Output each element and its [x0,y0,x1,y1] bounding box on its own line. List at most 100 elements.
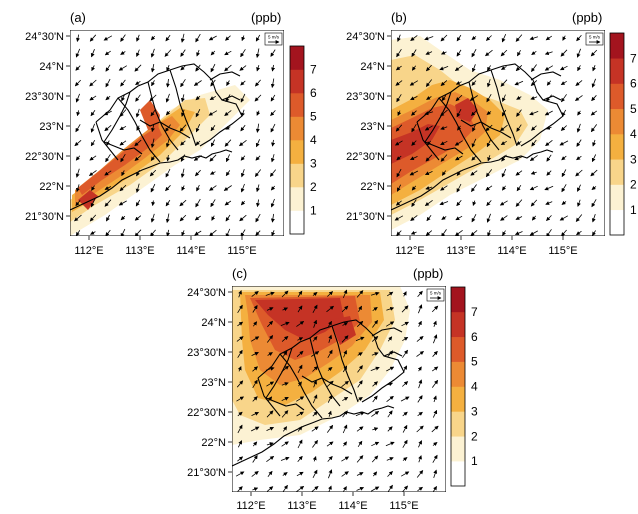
wind-vector [313,380,317,388]
wind-vector [397,34,401,42]
wind-vector [342,424,348,434]
wind-vector [237,304,243,314]
wind-vector [267,352,273,356]
reference-vector-label: 5 m/s [430,291,442,296]
wind-vector [402,439,408,448]
wind-vector [371,352,379,356]
wind-vector [74,79,81,87]
wind-vector [591,95,597,102]
wind-vector [224,64,232,72]
wind-vector [545,35,553,41]
wind-vector [226,80,231,87]
map-area [391,30,605,236]
colorbar-label: 3 [310,157,317,171]
wind-vectors [74,33,277,236]
wind-vector [441,229,447,236]
wind-vector [150,183,156,193]
wind-vector [371,411,380,417]
wind-vector [118,65,128,71]
wind-vector [296,396,305,402]
wind-vector [195,33,201,43]
wind-vector [180,33,185,43]
wind-vector [500,140,507,146]
wind-vector [471,80,477,86]
wind-vector [529,155,538,161]
lat-tick-label: 24°N [201,317,226,329]
wind-vector [225,125,231,130]
wind-vector [501,168,507,178]
wind-vector [561,229,567,236]
wind-vector [546,215,552,222]
wind-vector [486,213,491,223]
wind-vector [355,336,365,342]
wind-vector [577,184,581,192]
wind-vector [210,63,216,73]
wind-vector [135,183,140,193]
wind-vector [179,199,187,207]
wind-vector [237,456,244,462]
wind-vector [402,381,409,387]
wind-vector [151,80,155,87]
colorbar-swatch [451,336,465,362]
wind-vector [514,155,524,161]
colorbar-swatches [290,46,304,235]
wind-vector [486,110,492,115]
wind-vector [455,215,463,221]
wind-vector [270,154,275,163]
wind-vector [395,65,402,71]
wind-vector [576,123,581,133]
lat-tick-label: 22°N [39,181,64,193]
wind-vector [195,109,201,118]
wind-vector [105,78,111,88]
colorbar-swatch [290,93,304,117]
wind-vector [402,457,408,462]
colorbar-swatch [290,140,304,164]
wind-vector [120,50,126,55]
wind-vector [194,230,202,236]
wind-vector [235,471,245,477]
wind-vector [387,426,393,432]
wind-vector [357,380,363,388]
wind-vector [371,486,380,492]
wind-vector [281,365,289,373]
wind-vector [561,169,567,178]
wind-vector [454,229,463,236]
wind-vector [165,34,171,42]
wind-vector [577,65,581,72]
wind-vector [395,200,402,206]
wind-vector [418,455,422,463]
lat-tick-label: 23°30'N [346,91,385,103]
colorbar-swatch [610,33,624,59]
wind-vector [250,336,260,342]
wind-vector [470,170,478,176]
lon-ticks [88,236,243,240]
wind-vector [75,93,80,103]
wind-vector [410,215,418,221]
wind-vector [195,124,201,133]
wind-vector [425,51,433,55]
wind-vector [255,34,261,42]
colorbar-swatches [451,287,465,487]
wind-vector [225,154,230,163]
wind-vector [425,79,433,87]
wind-vector [296,411,304,417]
wind-vector [181,230,186,236]
wind-vector [401,305,409,313]
wind-vector [486,200,492,207]
wind-vector [411,199,417,208]
wind-vector [432,442,438,447]
wind-vector [385,441,395,447]
wind-vector [120,79,126,87]
wind-vector [255,155,261,161]
colorbar-swatch [451,311,465,338]
colorbar-label: 5 [471,355,478,369]
wind-vector [561,155,567,161]
wind-vector [370,366,380,371]
wind-vector [135,80,141,86]
lat-tick-label: 23°30'N [25,91,64,103]
wind-vector [424,36,434,41]
wind-vector [341,305,349,313]
wind-vector [90,123,95,133]
wind-vector [531,139,537,147]
wind-vector [417,395,423,403]
